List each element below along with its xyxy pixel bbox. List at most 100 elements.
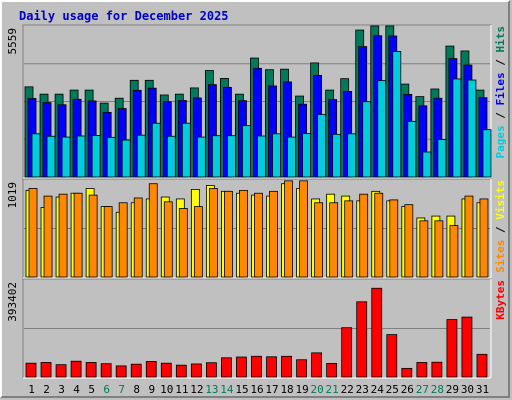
pages-bar	[257, 135, 266, 178]
x-tick-label: 6	[103, 383, 110, 396]
kbytes-bar	[416, 362, 428, 378]
pages-bar	[166, 135, 176, 178]
kbytes-bar	[40, 362, 52, 378]
kbytes-bar	[190, 363, 202, 378]
sites-bar	[344, 200, 354, 278]
sites-bar	[88, 194, 98, 278]
kbytes-bar	[431, 361, 443, 378]
sites-bar	[239, 189, 248, 278]
pages-bar	[91, 135, 101, 178]
kbytes-bar	[175, 364, 187, 378]
sites-bar	[284, 180, 293, 278]
pages-bar	[347, 133, 357, 178]
pages-bar	[452, 78, 462, 178]
pages-bar	[196, 136, 206, 178]
legend-entry: Visits	[494, 180, 507, 220]
sites-bar	[464, 195, 474, 278]
kbytes-ymax-label: 393402	[6, 282, 19, 322]
sites-bar	[133, 197, 143, 278]
kbytes-bar	[160, 362, 172, 378]
legend-entry: Files	[494, 72, 507, 105]
pages-bar	[106, 136, 116, 178]
kbytes-bar	[70, 360, 82, 378]
x-tick-label: 19	[295, 383, 308, 396]
x-tick-label: 17	[265, 383, 278, 396]
sites-bar	[254, 192, 263, 278]
x-tick-label: 8	[133, 383, 140, 396]
pages-bar	[46, 135, 56, 178]
pages-bar	[392, 51, 402, 178]
legend-entry: /	[494, 106, 507, 126]
kbytes-bar	[296, 359, 307, 378]
sites-bar	[73, 192, 83, 278]
sites-bar	[404, 204, 414, 278]
pages-bar	[272, 133, 281, 178]
kbytes-bar	[25, 362, 37, 378]
legend-entry: Pages	[494, 125, 507, 158]
kbytes-bar	[401, 367, 413, 378]
pages-bar	[151, 122, 161, 178]
sites-bar	[163, 201, 173, 278]
sites-bar	[299, 180, 308, 278]
kbytes-bar	[371, 287, 383, 378]
x-tick-label: 4	[73, 383, 80, 396]
kbytes-bar	[386, 334, 398, 378]
x-tick-label: 22	[341, 383, 354, 396]
visits-sites-ymax-label: 1019	[6, 182, 19, 209]
kbytes-bar	[221, 357, 232, 378]
x-tick-label: 7	[118, 383, 125, 396]
kbytes-bar	[115, 365, 127, 378]
chart-title: Daily usage for December 2025	[19, 9, 229, 23]
pages-bar	[482, 129, 492, 178]
x-tick-label: 1	[28, 383, 35, 396]
hits-files-pages-panel: 5559 Pages / Files / Hits	[6, 24, 507, 179]
x-axis-ticks: 1 2 3 4 5 6 7 8 9 10 11 12 13 14 15 16 17 18 19 20 21 22 23 24 2…	[28, 383, 489, 396]
x-tick-label: 2	[43, 383, 50, 396]
pages-bar	[377, 80, 387, 178]
x-tick-label: 9	[148, 383, 155, 396]
x-tick-label: 21	[326, 383, 339, 396]
kbytes-bar	[236, 356, 247, 378]
x-tick-label: 24	[371, 383, 385, 396]
legend-entry: KBytes	[494, 280, 507, 320]
kbytes-bar	[446, 319, 458, 378]
kbytes-bar	[266, 356, 277, 378]
x-tick-label: 10	[160, 383, 173, 396]
kbytes-bar	[251, 355, 262, 378]
x-tick-label: 3	[58, 383, 65, 396]
kbytes-bar	[130, 363, 142, 378]
legend-entry: /	[494, 220, 507, 240]
kbytes-bar	[311, 352, 323, 378]
pages-bar	[181, 122, 191, 178]
pages-bar	[302, 133, 311, 178]
x-tick-label: 27	[416, 383, 429, 396]
kbytes-bar	[85, 362, 97, 378]
x-tick-label: 5	[88, 383, 95, 396]
kbytes-bar	[55, 364, 67, 378]
pages-bar	[317, 114, 327, 178]
x-tick-label: 15	[235, 383, 248, 396]
hits-files-pages-ymax-label: 5559	[6, 28, 19, 55]
x-tick-label: 16	[250, 383, 263, 396]
sites-bar	[148, 183, 158, 278]
x-tick-label: 30	[461, 383, 474, 396]
sites-bar	[359, 193, 369, 278]
kbytes-bar	[281, 355, 292, 378]
sites-bar	[434, 220, 444, 278]
sites-bar	[269, 190, 278, 278]
x-tick-label: 29	[446, 383, 459, 396]
x-tick-label: 20	[311, 383, 324, 396]
kbytes-bar	[326, 363, 338, 378]
x-tick-label: 23	[356, 383, 369, 396]
legend-entry: Sites	[494, 240, 507, 273]
pages-bar	[407, 120, 417, 178]
x-tick-label: 25	[386, 383, 399, 396]
pages-bar	[437, 139, 447, 178]
kbytes-legend: KBytes	[494, 280, 507, 320]
pages-bar	[136, 134, 146, 178]
x-tick-label: 18	[280, 383, 293, 396]
pages-bar	[422, 151, 432, 178]
sites-bar	[58, 193, 68, 278]
x-tick-label: 14	[220, 383, 234, 396]
